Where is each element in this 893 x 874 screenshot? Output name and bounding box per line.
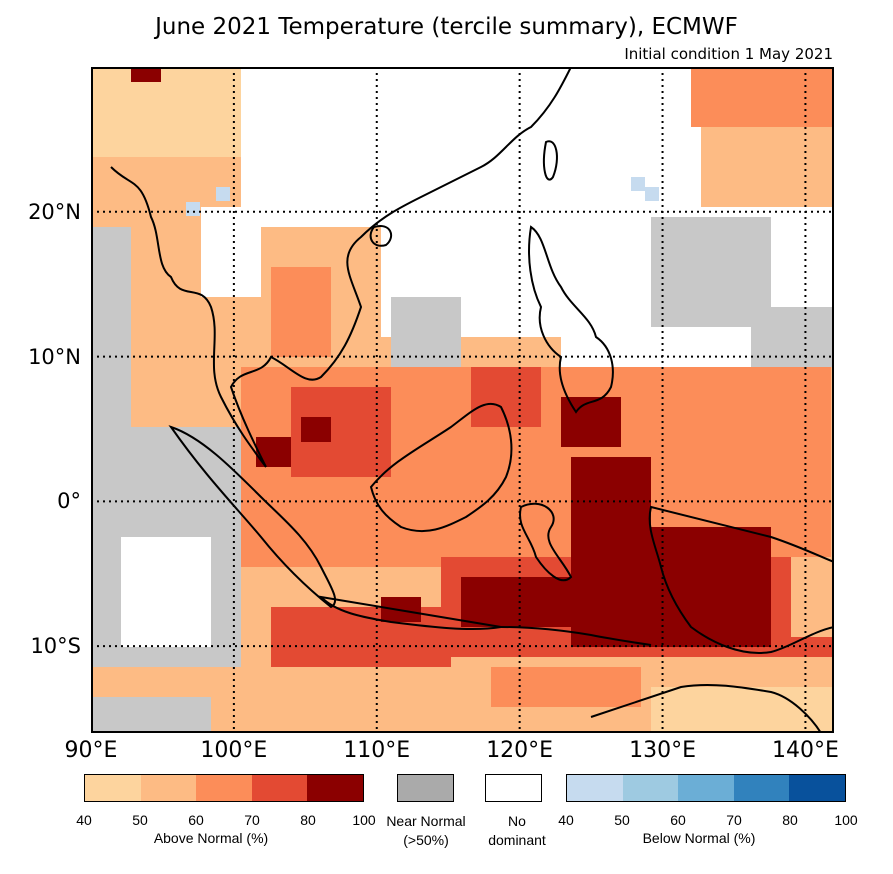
legend: 40 50 60 70 80 100 Above Normal (%) Near Norm… [0,774,893,874]
above-normal-region [691,67,834,127]
above-normal-region [651,687,834,733]
colorbar-tick: 60 [188,812,204,828]
below-normal-region [216,187,230,201]
above-normal-region [561,397,621,447]
near-normal-swatch [397,774,454,802]
no-dominant-line1: No [508,813,526,829]
lesser-sunda-coast [500,626,652,646]
map-subtitle: Initial condition 1 May 2021 [624,45,833,63]
no-dominant-line2: dominant [488,832,546,848]
colorbar-tick: 60 [670,812,686,828]
colorbar-segment [251,775,308,801]
lon-label: 140°E [771,738,839,763]
above-normal-region [491,667,641,707]
colorbar-tick: 40 [558,812,574,828]
lon-label: 130°E [629,738,696,763]
above-normal-region [791,557,834,637]
below-normal-caption: Below Normal (%) [642,830,756,846]
no-dominant-swatch [485,774,542,802]
sulawesi-coast [519,502,573,582]
map-canvas [91,67,834,733]
colorbar-tick: 80 [782,812,798,828]
gridlines [91,67,834,733]
no-dominant-label: No dominant [488,812,546,850]
lon-label: 110°E [343,738,411,763]
above-normal-region [461,577,621,627]
lat-label: 10°S [30,634,81,659]
lon-label: 120°E [486,738,554,763]
lon-label: 100°E [200,738,268,763]
tercile-cells [91,67,834,733]
colorbar-segment [196,775,252,801]
above-normal-region [91,67,241,157]
near-normal-region [391,297,461,377]
colorbar-segment [622,775,679,801]
near-normal-line1: Near Normal [386,813,466,829]
mainland-coast [110,67,572,468]
above-normal-region [256,437,291,467]
above-normal-region [301,417,331,442]
near-normal-label: Near Normal (>50%) [386,812,465,850]
hainan-coast [369,225,393,247]
colorbar-tick: 50 [614,812,630,828]
colorbar-tick: 70 [244,812,260,828]
colorbar-segment [85,775,141,801]
lon-label: 90°E [64,738,118,763]
map-frame [91,67,834,733]
colorbar-tick: 50 [132,812,148,828]
near-normal-region [751,307,834,367]
forecast-map [91,67,834,733]
australia-coast [590,683,822,733]
taiwan-coast [543,140,558,181]
above-normal-colorbar [84,774,364,802]
sumatra-coast [168,425,337,609]
borneo-coast [369,402,513,533]
colorbar-tick: 40 [76,812,92,828]
below-normal-region [645,187,659,201]
colorbar-segment [307,775,363,801]
colorbar-segment [733,775,790,801]
no-dominant-region [121,537,211,647]
colorbar-segment [678,775,734,801]
colorbar-tick: 100 [352,812,376,828]
colorbar-tick: 70 [726,812,742,828]
colorbar-segment [140,775,197,801]
philippines-coast [528,225,614,414]
near-normal-line2: (>50%) [403,832,449,848]
colorbar-tick: 80 [300,812,316,828]
below-normal-region [631,177,645,191]
lat-label: 10°N [28,344,81,369]
below-normal-region [186,202,200,216]
map-title: June 2021 Temperature (tercile summary),… [155,14,738,40]
above-normal-region [131,67,161,82]
colorbar-segment [789,775,845,801]
colorbar-segment [567,775,623,801]
lat-label: 0° [57,489,81,514]
below-normal-colorbar [566,774,846,802]
lat-label: 20°N [28,199,81,224]
near-normal-region [91,697,211,733]
above-normal-caption: Above Normal (%) [153,830,269,846]
colorbar-tick: 100 [834,812,858,828]
above-normal-region [271,267,331,357]
near-normal-region [91,227,131,427]
no-dominant-region [201,207,261,297]
